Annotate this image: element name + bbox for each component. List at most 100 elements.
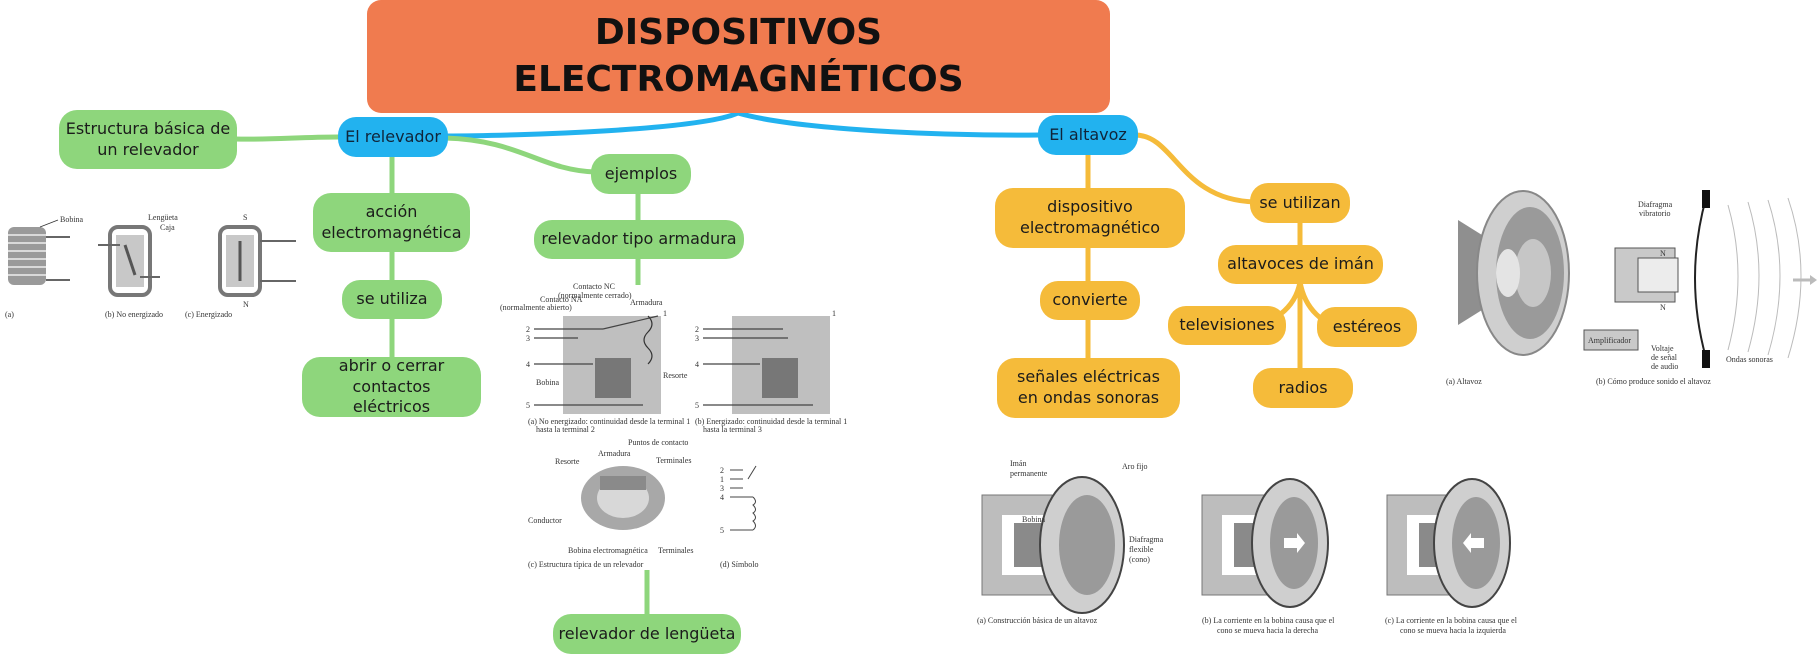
svg-text:(cono): (cono) bbox=[1129, 555, 1150, 564]
svg-text:Conductor: Conductor bbox=[528, 516, 562, 525]
node-speaker-signals[interactable]: señales eléctricas en ondas sonoras bbox=[997, 358, 1180, 418]
svg-text:5: 5 bbox=[695, 401, 699, 410]
svg-text:(normalmente cerrado): (normalmente cerrado) bbox=[558, 291, 632, 300]
node-relay-examples[interactable]: ejemplos bbox=[591, 154, 691, 194]
svg-text:4: 4 bbox=[526, 360, 530, 369]
armature-coil-a bbox=[595, 358, 631, 398]
coil-illustration bbox=[8, 219, 70, 285]
svg-text:cono se mueva hacia la izquier: cono se mueva hacia la izquierda bbox=[1400, 626, 1506, 635]
svg-text:flexible: flexible bbox=[1129, 545, 1154, 554]
svg-text:Puntos de contacto: Puntos de contacto bbox=[628, 438, 688, 447]
svg-text:hasta la terminal 3: hasta la terminal 3 bbox=[703, 425, 762, 434]
svg-text:vibratorio: vibratorio bbox=[1639, 209, 1671, 218]
svg-text:Resorte: Resorte bbox=[555, 457, 580, 466]
label-na: Contacto NA bbox=[540, 295, 583, 304]
svg-text:Bobina electromagnética: Bobina electromagnética bbox=[568, 546, 648, 555]
armature-coil-b bbox=[762, 358, 798, 398]
speaker-illustration bbox=[1458, 190, 1570, 356]
speaker-bottom-figure: Imán permanente Aro fijo Bobina Diafragm… bbox=[977, 459, 1518, 635]
svg-text:S: S bbox=[243, 213, 247, 222]
node-relay-action[interactable]: acción electromagnética bbox=[313, 193, 470, 252]
svg-text:(a) Construcción básica de un: (a) Construcción básica de un altavoz bbox=[977, 616, 1098, 625]
node-relay-uses[interactable]: se utiliza bbox=[342, 280, 442, 319]
speaker-construction-c bbox=[1386, 478, 1511, 608]
svg-text:permanente: permanente bbox=[1010, 469, 1048, 478]
node-speaker-converts[interactable]: convierte bbox=[1040, 281, 1140, 320]
svg-text:(b) Energizado: continuidad de: (b) Energizado: continuidad desde la ter… bbox=[695, 417, 847, 426]
relay-basic-figure: Bobina (a) Lengüeta Caja (b) No energiza… bbox=[5, 213, 296, 319]
svg-text:3: 3 bbox=[695, 334, 699, 343]
node-speaker-radio[interactable]: radios bbox=[1253, 368, 1353, 408]
svg-text:Terminales: Terminales bbox=[658, 546, 693, 555]
label-lengueta: Lengüeta bbox=[148, 213, 178, 222]
svg-text:Amplificador: Amplificador bbox=[1588, 336, 1631, 345]
svg-text:N: N bbox=[243, 300, 249, 309]
svg-text:2: 2 bbox=[526, 325, 530, 334]
speaker-top-figure: (a) Altavoz Diafragma vibratorio N N Ampl… bbox=[1446, 190, 1817, 386]
svg-text:(c) Estructura típica de un re: (c) Estructura típica de un relevador bbox=[528, 560, 644, 569]
svg-text:cono se mueva hacia la derecha: cono se mueva hacia la derecha bbox=[1217, 626, 1319, 635]
svg-text:2: 2 bbox=[720, 466, 724, 475]
svg-text:N: N bbox=[1660, 249, 1666, 258]
caption-b: (b) No energizado bbox=[105, 310, 163, 319]
node-relay-uses-text[interactable]: abrir o cerrar contactos eléctricos bbox=[302, 356, 481, 417]
caption-c: (c) Energizado bbox=[185, 310, 232, 319]
svg-text:5: 5 bbox=[720, 526, 724, 535]
node-speaker-magnet[interactable]: altavoces de imán bbox=[1218, 245, 1383, 284]
speaker-construction-b bbox=[1201, 478, 1329, 608]
svg-text:2: 2 bbox=[695, 325, 699, 334]
node-speaker[interactable]: El altavoz bbox=[1038, 115, 1138, 155]
svg-text:1: 1 bbox=[720, 475, 724, 484]
svg-text:3: 3 bbox=[526, 334, 530, 343]
svg-text:Terminales: Terminales bbox=[656, 456, 691, 465]
svg-text:Aro fijo: Aro fijo bbox=[1122, 462, 1148, 471]
svg-text:(c) La corriente en la bobina: (c) La corriente en la bobina causa que … bbox=[1385, 616, 1518, 625]
svg-text:de señal: de señal bbox=[1651, 353, 1678, 362]
label-nc: Contacto NC bbox=[573, 282, 615, 291]
svg-text:(a) Altavoz: (a) Altavoz bbox=[1446, 377, 1482, 386]
node-relay-structure[interactable]: Estructura básica de un relevador bbox=[59, 110, 237, 169]
svg-text:Imán: Imán bbox=[1010, 459, 1026, 468]
caption-a: (a) bbox=[5, 310, 14, 319]
svg-text:(b) Cómo produce sonido el al: (b) Cómo produce sonido el altavoz bbox=[1596, 377, 1711, 386]
node-relay[interactable]: El relevador bbox=[338, 117, 448, 157]
root-to-relay-line bbox=[444, 110, 740, 139]
speaker-construction-a bbox=[981, 476, 1125, 614]
svg-text:5: 5 bbox=[526, 401, 530, 410]
speaker-to-used-line bbox=[1134, 132, 1256, 205]
svg-text:N: N bbox=[1660, 303, 1666, 312]
node-speaker-tv[interactable]: televisiones bbox=[1168, 306, 1286, 345]
node-speaker-stereo[interactable]: estéreos bbox=[1317, 307, 1417, 347]
svg-text:Armadura: Armadura bbox=[598, 449, 631, 458]
root-to-speaker-line bbox=[737, 110, 1041, 138]
svg-text:4: 4 bbox=[720, 493, 724, 502]
typical-relay-illustration bbox=[581, 466, 665, 530]
svg-text:de audio: de audio bbox=[1651, 362, 1678, 371]
svg-text:1: 1 bbox=[832, 309, 836, 318]
svg-text:Voltaje: Voltaje bbox=[1651, 344, 1674, 353]
root-title[interactable]: DISPOSITIVOS ELECTROMAGNÉTICOS bbox=[367, 0, 1110, 113]
svg-text:Diafragma: Diafragma bbox=[1129, 535, 1164, 544]
svg-text:Diafragma: Diafragma bbox=[1638, 200, 1673, 209]
node-relay-reed[interactable]: relevador de lengüeta bbox=[553, 614, 741, 654]
relay-to-examples-line bbox=[444, 135, 596, 175]
svg-text:3: 3 bbox=[720, 484, 724, 493]
relay-armature-figure: Contacto NC (normalmente cerrado) Contac… bbox=[500, 282, 847, 569]
svg-text:1: 1 bbox=[663, 309, 667, 318]
svg-text:Bobina: Bobina bbox=[1022, 515, 1046, 524]
relay-symbol bbox=[730, 465, 757, 531]
svg-text:Bobina: Bobina bbox=[536, 378, 560, 387]
relay-to-structure-line bbox=[234, 134, 339, 142]
node-speaker-device[interactable]: dispositivo electromagnético bbox=[995, 188, 1185, 248]
node-speaker-used[interactable]: se utilizan bbox=[1250, 183, 1350, 223]
node-relay-armature[interactable]: relevador tipo armadura bbox=[534, 220, 744, 259]
svg-text:(d) Símbolo: (d) Símbolo bbox=[720, 560, 758, 569]
svg-text:(normalmente abierto): (normalmente abierto) bbox=[500, 303, 572, 312]
svg-text:hasta la terminal 2: hasta la terminal 2 bbox=[536, 425, 595, 434]
svg-text:(a) No energizado: continuidad: (a) No energizado: continuidad desde la … bbox=[528, 417, 690, 426]
svg-text:(b) La corriente en la bobina: (b) La corriente en la bobina causa que … bbox=[1202, 616, 1335, 625]
svg-text:4: 4 bbox=[695, 360, 699, 369]
label-armadura: Armadura bbox=[630, 298, 663, 307]
svg-text:Resorte: Resorte bbox=[663, 371, 688, 380]
